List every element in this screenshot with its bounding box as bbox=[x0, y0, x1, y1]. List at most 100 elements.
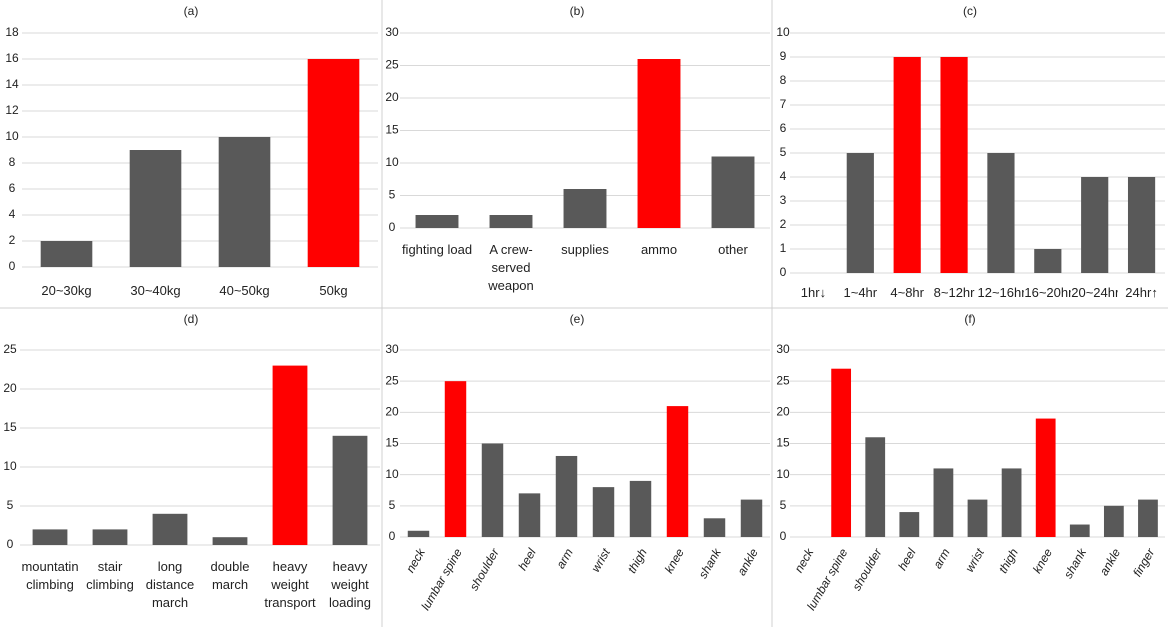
bar bbox=[1081, 177, 1109, 273]
x-tick-label-box: double march bbox=[210, 559, 249, 592]
x-tick-label: shoulder bbox=[467, 545, 503, 593]
bar bbox=[563, 189, 607, 228]
y-tick-label: 4 bbox=[9, 207, 16, 221]
y-tick-label: 10 bbox=[3, 459, 17, 473]
x-tick-label: other bbox=[718, 242, 748, 257]
x-tick-label: knee bbox=[1030, 546, 1055, 576]
x-tick-label: A crew-served weapon bbox=[488, 242, 534, 293]
y-tick-label: 20 bbox=[385, 405, 399, 419]
x-tick-label: fighting load bbox=[401, 242, 473, 257]
x-tick-label-box: heavy weight loading bbox=[329, 559, 371, 610]
x-tick-label: arm bbox=[930, 546, 952, 571]
bar bbox=[1035, 418, 1056, 537]
bar bbox=[212, 537, 248, 545]
chart-title: (b) bbox=[570, 4, 585, 18]
bar bbox=[218, 137, 271, 267]
y-tick-label: 4 bbox=[780, 169, 787, 183]
x-tick-label: supplies bbox=[561, 242, 609, 257]
bar bbox=[846, 153, 874, 273]
x-tick-label-box: 1~4hr bbox=[843, 285, 878, 300]
x-tick-label-box: heavy weight transport bbox=[264, 559, 315, 610]
x-tick-label: 1~4hr bbox=[843, 285, 878, 300]
x-tick-label-box: 20~30kg bbox=[41, 283, 92, 298]
y-tick-label: 25 bbox=[3, 342, 17, 356]
bar bbox=[1138, 499, 1158, 537]
y-tick-label: 0 bbox=[780, 529, 787, 543]
y-tick-label: 0 bbox=[780, 265, 787, 279]
bar bbox=[407, 530, 430, 537]
chart-title: (f) bbox=[964, 312, 975, 326]
y-tick-label: 30 bbox=[776, 342, 790, 356]
x-tick-label-box: fighting load bbox=[401, 242, 473, 257]
x-tick-label-box: ammo bbox=[640, 242, 678, 257]
bar bbox=[893, 57, 921, 273]
y-tick-label: 5 bbox=[780, 145, 787, 159]
bar bbox=[987, 153, 1015, 273]
x-tick-label: mountatin climbing bbox=[21, 559, 79, 592]
x-tick-label: neck bbox=[403, 545, 428, 575]
x-tick-label: ammo bbox=[640, 242, 678, 257]
x-tick-label-box: 1hr↓ bbox=[801, 285, 826, 300]
x-tick-label: thigh bbox=[625, 546, 650, 576]
bar bbox=[592, 487, 615, 537]
x-tick-label: 20~30kg bbox=[41, 283, 92, 298]
bar bbox=[1034, 249, 1062, 273]
bar bbox=[332, 435, 368, 545]
y-tick-label: 30 bbox=[385, 342, 399, 356]
bar bbox=[415, 215, 459, 228]
x-tick-label: stair climbing bbox=[86, 559, 134, 592]
x-tick-label: arm bbox=[553, 546, 575, 571]
y-tick-label: 0 bbox=[9, 259, 16, 273]
bar bbox=[1127, 177, 1156, 273]
bar bbox=[40, 241, 93, 267]
bar bbox=[129, 150, 182, 267]
bar bbox=[444, 381, 467, 537]
y-tick-label: 15 bbox=[385, 123, 399, 137]
chart-title: (d) bbox=[184, 312, 199, 326]
chart-title: (e) bbox=[570, 312, 585, 326]
y-tick-label: 7 bbox=[780, 97, 787, 111]
bar bbox=[518, 493, 541, 537]
y-tick-label: 5 bbox=[7, 498, 14, 512]
y-tick-label: 8 bbox=[9, 155, 16, 169]
bar bbox=[555, 455, 578, 537]
x-tick-label-box: 12~16hr bbox=[977, 285, 1025, 300]
y-tick-label: 5 bbox=[389, 188, 396, 202]
y-tick-label: 6 bbox=[780, 121, 787, 135]
y-tick-label: 25 bbox=[776, 373, 790, 387]
x-tick-label: shoulder bbox=[849, 545, 885, 593]
x-tick-label: 12~16hr bbox=[977, 285, 1025, 300]
x-tick-label-box: 30~40kg bbox=[130, 283, 180, 298]
x-tick-label: heel bbox=[515, 546, 539, 573]
bar bbox=[967, 499, 988, 537]
x-tick-label-box: A crew-served weapon bbox=[488, 242, 534, 293]
bar bbox=[629, 480, 652, 537]
bar bbox=[637, 59, 681, 228]
x-tick-label-box: 24hr↑ bbox=[1125, 285, 1158, 300]
y-tick-label: 10 bbox=[776, 467, 790, 481]
y-tick-label: 8 bbox=[780, 73, 787, 87]
x-tick-label: 4~8hr bbox=[890, 285, 924, 300]
x-tick-label: heavy weight loading bbox=[329, 559, 371, 610]
x-tick-label: ankle bbox=[734, 546, 761, 578]
x-tick-label-box: stair climbing bbox=[86, 559, 134, 592]
x-tick-label: shank bbox=[1061, 545, 1090, 581]
bar bbox=[32, 529, 68, 545]
x-tick-label: finger bbox=[1130, 545, 1158, 579]
y-tick-label: 25 bbox=[385, 58, 399, 72]
y-tick-label: 20 bbox=[385, 90, 399, 104]
x-tick-label: wrist bbox=[962, 546, 987, 575]
y-tick-label: 10 bbox=[776, 25, 790, 39]
y-tick-label: 5 bbox=[780, 498, 787, 512]
bar bbox=[1103, 505, 1124, 537]
y-tick-label: 15 bbox=[776, 436, 790, 450]
x-tick-label-box: 4~8hr bbox=[890, 285, 924, 300]
x-tick-label-box: mountatin climbing bbox=[21, 559, 79, 592]
bar bbox=[831, 368, 852, 537]
y-tick-label: 3 bbox=[780, 193, 787, 207]
y-tick-label: 15 bbox=[385, 436, 399, 450]
x-tick-label-box: other bbox=[718, 242, 748, 257]
bar bbox=[307, 59, 360, 267]
x-tick-label: 24hr↑ bbox=[1125, 285, 1158, 300]
y-tick-label: 20 bbox=[3, 381, 17, 395]
